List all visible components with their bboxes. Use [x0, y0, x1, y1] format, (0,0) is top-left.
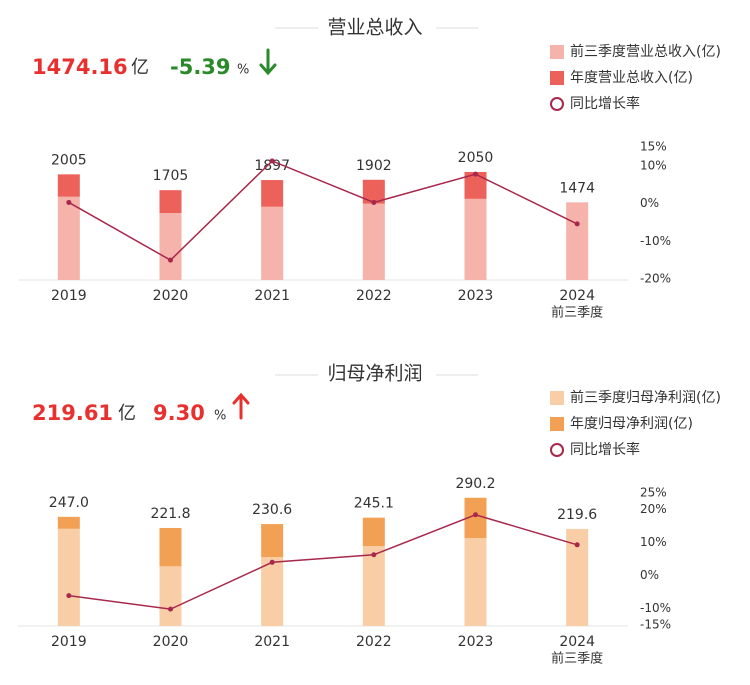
- bar-segment: [159, 566, 182, 626]
- legend-label: 同比增长率: [570, 441, 640, 458]
- total-label: 1705: [153, 168, 189, 184]
- legend-marker: [550, 71, 564, 85]
- legend-marker: [550, 45, 564, 59]
- x-tick-sublabel: 前三季度: [551, 305, 603, 321]
- bar-segment: [57, 174, 80, 197]
- growth-point: [269, 158, 275, 164]
- x-tick-label: 2021: [254, 634, 290, 650]
- y2-tick-label: 0%: [640, 568, 659, 582]
- total-label: 1902: [356, 158, 392, 174]
- total-label: 245.1: [354, 496, 394, 512]
- growth-line: [68, 513, 578, 610]
- growth-point: [66, 199, 72, 205]
- headline-value: 219.61: [32, 401, 113, 425]
- chart-title: 归母净利润: [327, 363, 422, 385]
- bar-segment: [57, 196, 80, 280]
- total-label: 2050: [458, 150, 494, 166]
- x-tick-label: 2022: [356, 288, 392, 304]
- headline-change: -5.39: [170, 55, 231, 79]
- total-label: 247.0: [49, 495, 89, 511]
- total-label: 290.2: [455, 476, 495, 492]
- total-label: 2005: [51, 152, 87, 168]
- x-tick-label: 2024: [559, 288, 595, 304]
- total-label: 1474: [559, 180, 595, 196]
- bar-segment: [362, 517, 385, 547]
- y2-tick-label: -10%: [640, 601, 671, 615]
- bar-segment: [464, 538, 487, 626]
- growth-point: [269, 559, 275, 565]
- growth-point: [574, 542, 580, 548]
- bar-segment: [464, 171, 487, 199]
- x-tick-label: 2020: [153, 634, 189, 650]
- bar-segment: [57, 516, 80, 529]
- headline-unit: 亿: [131, 57, 149, 78]
- total-label: 230.6: [252, 502, 292, 518]
- growth-point: [66, 593, 72, 599]
- bar-segment: [362, 203, 385, 280]
- x-tick-label: 2021: [254, 288, 290, 304]
- bar-segment: [362, 179, 385, 204]
- x-tick-label: 2020: [153, 288, 189, 304]
- y2-tick-label: 0%: [640, 196, 659, 210]
- bar-segment: [362, 546, 385, 626]
- up-arrow: [232, 392, 250, 420]
- bar-segment: [464, 198, 487, 280]
- legend-label: 年度营业总收入(亿): [570, 70, 693, 86]
- legend-marker: [550, 97, 564, 111]
- growth-point: [168, 257, 173, 263]
- bar-segment: [57, 528, 80, 626]
- bar-segment: [261, 206, 284, 280]
- growth-line: [68, 160, 578, 262]
- bar-segment: [566, 528, 589, 626]
- headline-unit: 亿: [118, 403, 136, 424]
- growth-point: [371, 552, 377, 558]
- chart-title: 营业总收入: [327, 17, 422, 39]
- growth-point: [473, 512, 478, 518]
- headline-value: 1474.16: [32, 55, 128, 79]
- bar-segment: [159, 190, 182, 214]
- growth-point: [473, 171, 478, 177]
- bar-segment: [261, 557, 284, 626]
- headline-change-unit: %: [237, 63, 249, 78]
- y2-tick-label: -10%: [640, 234, 671, 248]
- bar-segment: [566, 202, 589, 280]
- bar-segment: [261, 524, 284, 558]
- x-tick-label: 2019: [51, 634, 87, 650]
- down-arrow: [259, 48, 277, 76]
- x-tick-label: 2023: [458, 288, 494, 304]
- legend-marker: [550, 443, 564, 457]
- headline-change-unit: %: [214, 409, 226, 424]
- y2-tick-label: -20%: [640, 272, 671, 286]
- y2-tick-label: 10%: [640, 535, 667, 549]
- y2-tick-label: 15%: [640, 140, 667, 154]
- x-tick-sublabel: 前三季度: [551, 651, 603, 667]
- bar-segment: [159, 527, 182, 567]
- legend-label: 年度归母净利润(亿): [570, 415, 693, 432]
- y2-tick-label: -15%: [640, 618, 671, 632]
- growth-point: [168, 606, 173, 612]
- legend-marker: [550, 417, 564, 431]
- bar-segment: [261, 180, 284, 207]
- y2-tick-label: 20%: [640, 502, 667, 516]
- total-label: 221.8: [150, 506, 190, 522]
- legend-label: 前三季度归母净利润(亿): [570, 389, 721, 406]
- x-tick-label: 2023: [458, 634, 494, 650]
- y2-tick-label: 10%: [640, 158, 667, 172]
- headline-change: 9.30: [153, 401, 205, 425]
- growth-point: [371, 199, 377, 205]
- x-tick-label: 2024: [559, 634, 595, 650]
- x-tick-label: 2019: [51, 288, 87, 304]
- total-label: 219.6: [557, 507, 597, 523]
- x-tick-label: 2022: [356, 634, 392, 650]
- legend-label: 同比增长率: [570, 95, 640, 112]
- y2-tick-label: 25%: [640, 486, 667, 500]
- bar-segment: [159, 213, 182, 280]
- legend-marker: [550, 391, 564, 405]
- growth-point: [574, 221, 580, 227]
- legend-label: 前三季度营业总收入(亿): [570, 43, 721, 60]
- bar-segment: [464, 497, 487, 539]
